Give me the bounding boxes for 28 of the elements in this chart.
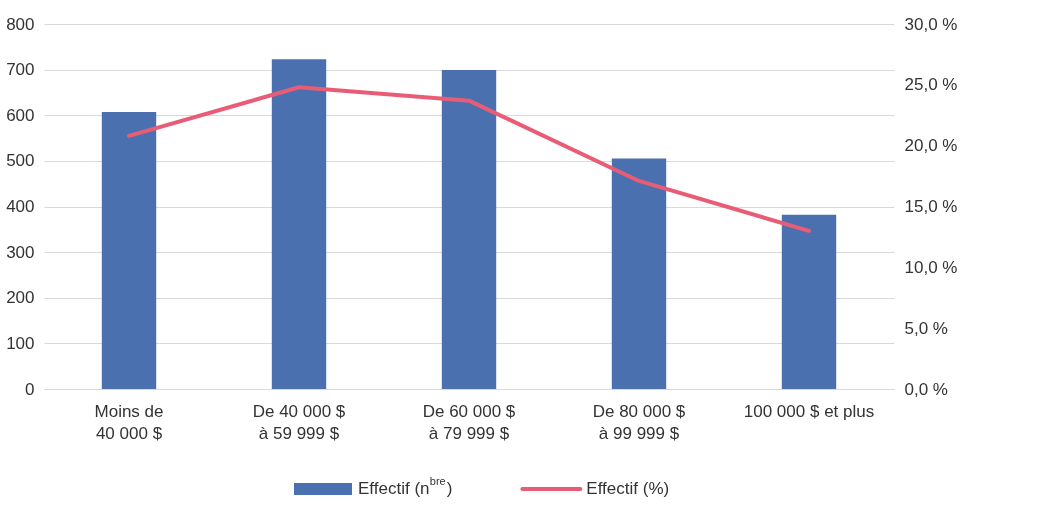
y-tick-label: 700 [6, 60, 35, 80]
x-tick-label: De 40 000 $ à 59 999 $ [252, 401, 346, 443]
bar [271, 59, 327, 389]
y-tick-label: 800 [6, 14, 35, 34]
bar [101, 112, 157, 389]
x-tick-label: Moins de 40 000 $ [94, 401, 164, 443]
x-tick-label: 100 000 $ et plus [743, 401, 875, 421]
x-tick-label: De 80 000 $ à 99 999 $ [592, 401, 686, 443]
y-tick-label: 200 [6, 288, 35, 308]
y-tick-label: 600 [6, 105, 35, 125]
bar [781, 214, 837, 389]
y-tick-label: 100 [6, 333, 35, 353]
y2-tick-label: 5,0 % [904, 318, 948, 338]
y2-tick-label: 20,0 % [904, 136, 958, 156]
y-tick-label: 400 [6, 197, 35, 216]
y-tick-label: 300 [6, 242, 35, 262]
y2-tick-label: 0,0 % [904, 379, 948, 399]
line-series [127, 85, 811, 233]
y2-tick-label: 25,0 % [904, 75, 958, 95]
bar [611, 158, 667, 389]
y2-tick-label: 10,0 % [904, 257, 958, 277]
y2-tick-label: 30,0 % [904, 14, 958, 34]
y-tick-label: 0 [25, 379, 35, 399]
y2-tick-label: 15,0 % [904, 197, 958, 216]
bar [441, 70, 497, 389]
x-tick-label: De 60 000 $ à 79 999 $ [422, 401, 516, 443]
y-tick-label: 500 [6, 151, 35, 171]
legend-label: Effectif (%) [586, 479, 670, 498]
